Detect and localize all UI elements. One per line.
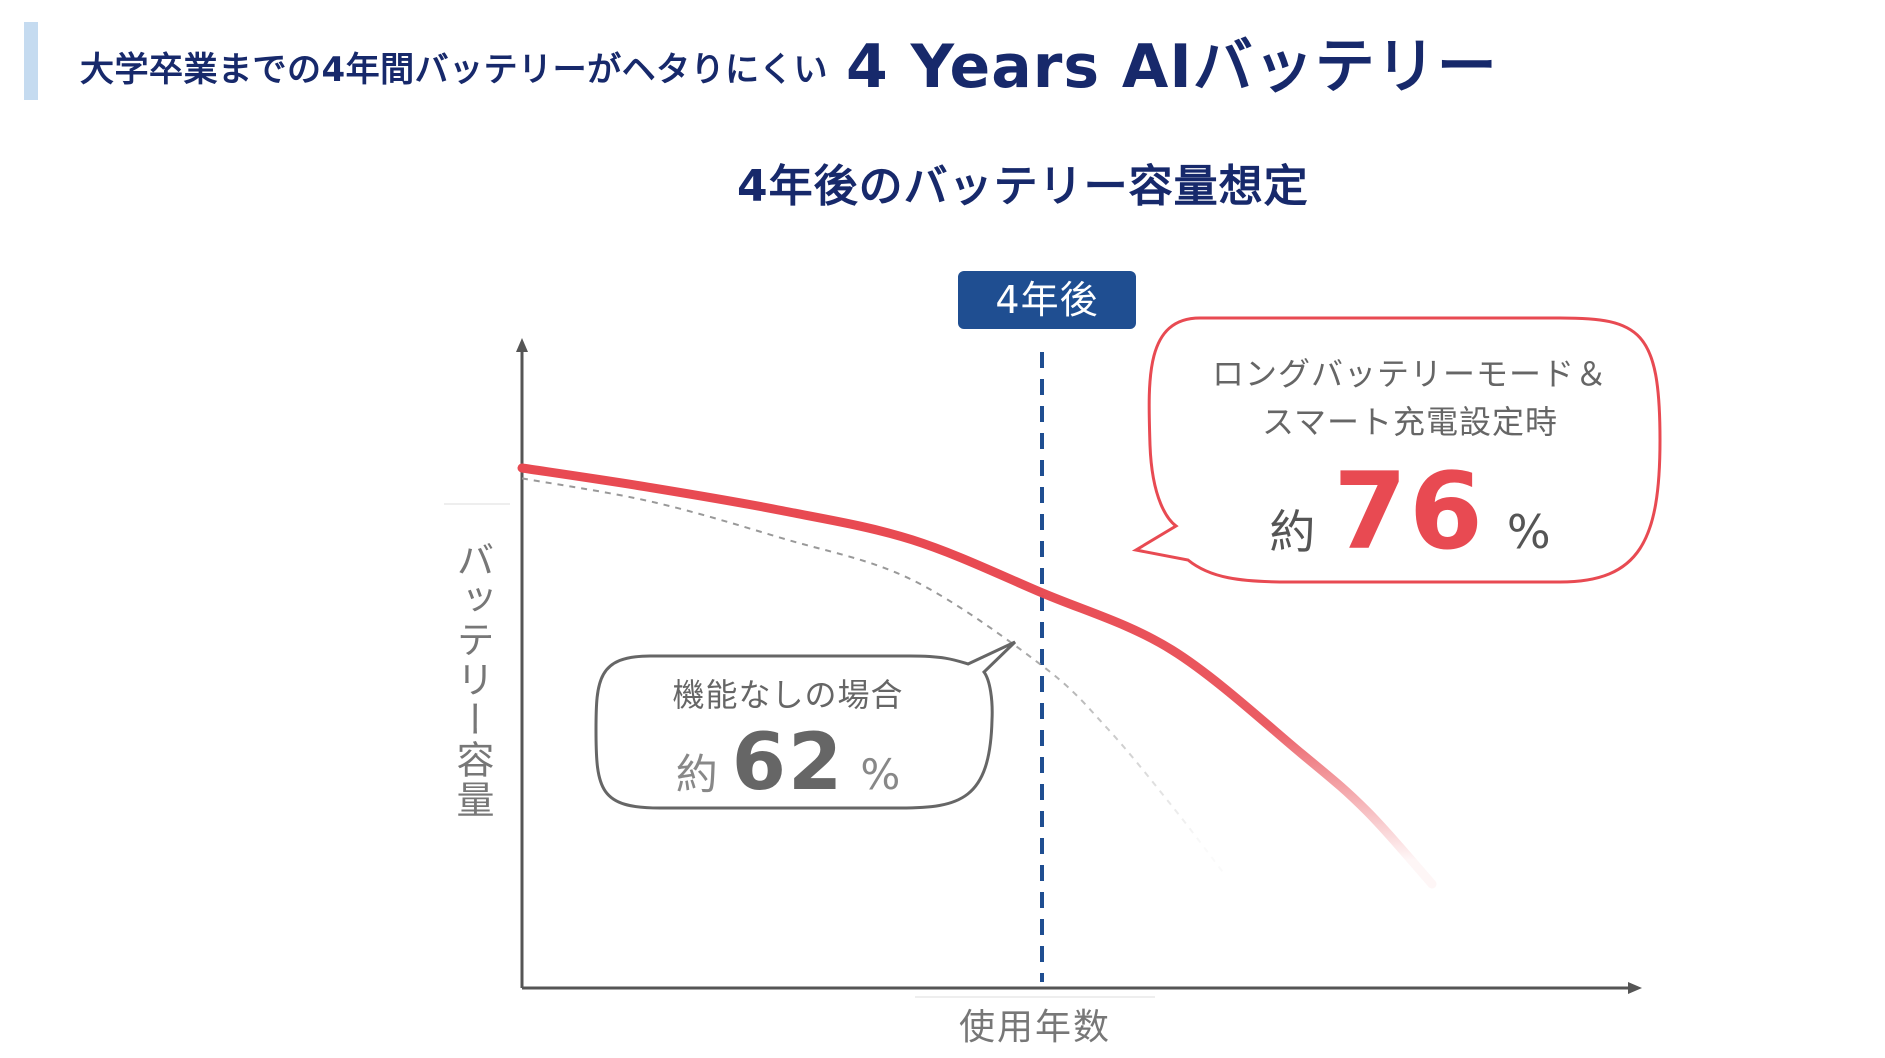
callout-no-feature-unit: %: [860, 750, 901, 799]
callout-long-battery-mode-line1: ロングバッテリーモード＆: [1211, 355, 1608, 393]
callout-long-battery-mode-line2: スマート充電設定時: [1261, 403, 1559, 441]
callout-long-battery-mode-unit: %: [1506, 505, 1551, 559]
header-tagline: 大学卒業までの4年間バッテリーがヘタりにくい: [80, 49, 828, 90]
chart-title: 4年後のバッテリー容量想定: [737, 161, 1309, 212]
page-header: 大学卒業までの4年間バッテリーがヘタりにくい 4 Years AIバッテリー: [24, 22, 1498, 102]
y-axis-arrow-icon: [516, 338, 528, 352]
callout-long-battery-mode: ロングバッテリーモード＆ スマート充電設定時 約 76 %: [1160, 350, 1660, 573]
four-year-marker-label: 4年後: [958, 271, 1136, 329]
callout-no-feature-line1: 機能なしの場合: [672, 676, 904, 714]
callout-long-battery-mode-prefix: 約: [1269, 505, 1316, 559]
header-accent-bar: [24, 22, 38, 100]
header-product-name: 4 Years AIバッテリー: [845, 31, 1498, 102]
callout-no-feature-prefix: 約: [675, 750, 718, 799]
callout-no-feature: 機能なしの場合 約 62 %: [618, 672, 958, 808]
y-axis-title: バッテリー容量: [450, 540, 494, 820]
x-axis-title: 使用年数: [915, 996, 1155, 1058]
x-axis-arrow-icon: [1628, 982, 1642, 994]
series-line-long-battery-mode: [517, 463, 1437, 889]
callout-bubble-no-feature: [594, 640, 1017, 810]
callout-bubble-long-battery-mode: [1131, 316, 1662, 584]
callout-long-battery-mode-value: 76: [1333, 450, 1485, 573]
callout-no-feature-value: 62: [731, 718, 845, 808]
